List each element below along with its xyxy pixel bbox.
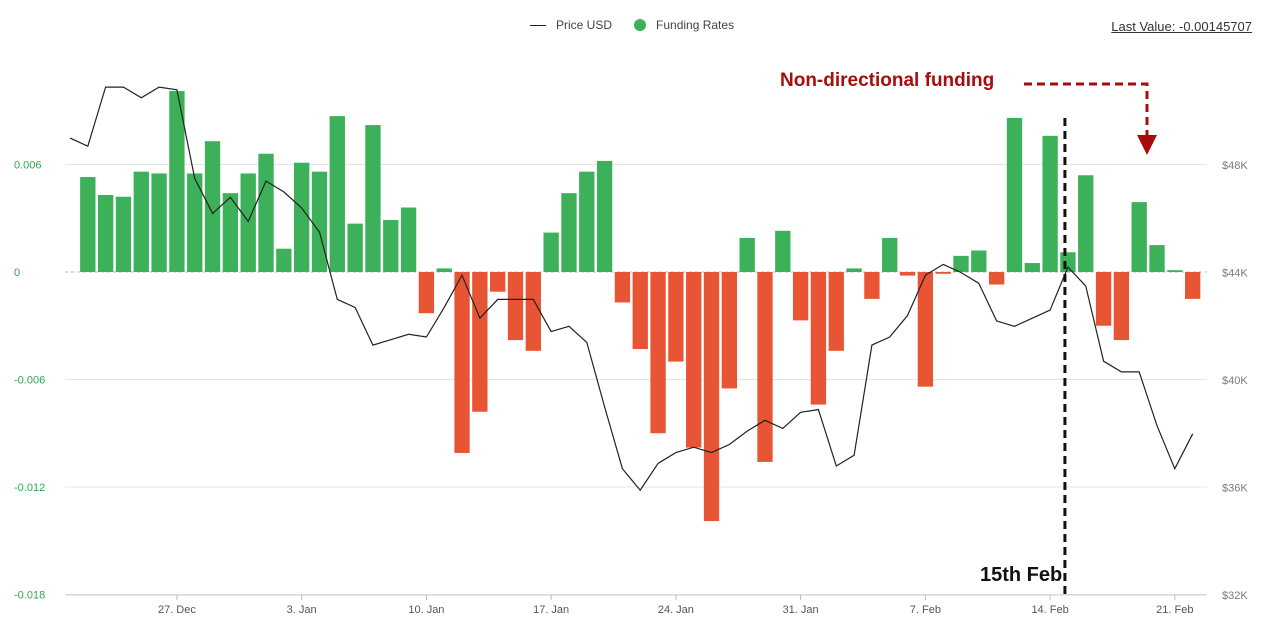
funding-bar (668, 272, 684, 362)
funding-bar (1113, 272, 1130, 341)
funding-dot-swatch (634, 19, 647, 31)
funding-bar (775, 230, 791, 272)
arrow-shaft (1024, 82, 1149, 138)
non-directional-arrow (1024, 82, 1157, 155)
x-tick-label: 27. Dec (158, 604, 196, 616)
funding-bar (1185, 272, 1201, 299)
funding-bar (525, 272, 541, 351)
x-tick-label: 17. Jan (533, 604, 569, 616)
funding-bar (792, 272, 809, 321)
y-tick-label-left: 0 (14, 267, 20, 279)
funding-bar (258, 153, 274, 272)
funding-bar (1095, 272, 1112, 326)
funding-bar (650, 272, 666, 434)
funding-bar (294, 162, 310, 272)
funding-bar (596, 160, 613, 272)
x-tick-label: 21. Feb (1156, 604, 1193, 616)
legend-price-label: Price USD (556, 18, 613, 32)
funding-bar (151, 173, 167, 272)
funding-bar (80, 177, 96, 272)
funding-bar (721, 272, 737, 389)
funding-bar (365, 125, 381, 272)
x-tick-label: 14. Feb (1031, 604, 1068, 616)
y-tick-label-left: -0.012 (14, 482, 45, 494)
funding-bar (133, 171, 149, 272)
funding-bar (882, 237, 898, 272)
funding-bar (400, 207, 417, 272)
funding-bar (1149, 245, 1165, 272)
x-tick-label: 10. Jan (408, 604, 444, 616)
y-tick-label-right: $36K (1222, 483, 1248, 495)
funding-bar (169, 91, 185, 273)
funding-bar (1060, 252, 1076, 272)
legend-item-funding[interactable]: Funding Rates (634, 18, 734, 32)
funding-bar (418, 272, 435, 314)
x-tick-label: 24. Jan (658, 604, 694, 616)
funding-bar (329, 116, 345, 272)
funding-bar (757, 272, 773, 462)
funding-bar (507, 272, 524, 341)
funding-bar (988, 272, 1005, 285)
price-line-swatch (530, 24, 546, 26)
funding-bar (703, 272, 720, 522)
funding-bar (311, 171, 328, 272)
arrow-head (1137, 135, 1157, 155)
price-line (69, 86, 1194, 492)
funding-bar (1006, 117, 1023, 273)
funding-bar (632, 272, 648, 350)
funding-bar (686, 272, 702, 448)
funding-bar (899, 272, 916, 276)
legend-item-price[interactable]: Price USD (530, 18, 612, 32)
funding-bar (561, 193, 577, 272)
legend: Price USD Funding Rates (530, 18, 756, 32)
funding-bar (917, 272, 934, 387)
funding-bar (240, 173, 256, 272)
funding-bar (472, 272, 488, 412)
funding-bar (935, 272, 951, 274)
funding-bar (1167, 270, 1183, 272)
funding-bar (222, 193, 239, 272)
feb15-annotation: 15th Feb (980, 564, 1063, 586)
funding-bar (276, 248, 292, 272)
funding-bar (1024, 263, 1040, 272)
funding-bar (1042, 135, 1058, 272)
y-tick-label-left: -0.018 (14, 590, 45, 602)
funding-bar (846, 268, 862, 272)
funding-bar (383, 220, 399, 272)
y-tick-label-right: $32K (1222, 590, 1248, 602)
y-tick-label-left: 0.006 (14, 160, 42, 172)
funding-bar (739, 237, 755, 272)
y-tick-label-left: -0.006 (14, 375, 45, 387)
funding-bar (579, 171, 595, 272)
funding-bar (1131, 202, 1147, 272)
funding-bar (1078, 175, 1094, 272)
funding-bar (971, 250, 987, 272)
funding-bar (347, 223, 363, 272)
funding-bar (810, 272, 827, 405)
funding-bar (543, 232, 559, 272)
y-tick-label-right: $48K (1222, 160, 1248, 172)
x-tick-label: 3. Jan (287, 604, 317, 616)
x-tick-label: 7. Feb (910, 604, 941, 616)
funding-bar (490, 272, 506, 292)
funding-bar (614, 272, 631, 303)
y-tick-label-right: $40K (1222, 375, 1248, 387)
funding-bar (828, 272, 844, 351)
funding-bar (187, 173, 203, 272)
y-tick-label-right: $44K (1222, 268, 1248, 280)
non-directional-annotation: Non-directional funding (780, 70, 995, 91)
funding-bar (953, 255, 969, 272)
funding-bar (454, 272, 470, 453)
funding-bar (115, 196, 132, 272)
legend-funding-label: Funding Rates (656, 18, 735, 32)
last-value-link[interactable]: Last Value: -0.00145707 (1111, 19, 1252, 34)
funding-bar (204, 141, 221, 272)
funding-bar (97, 194, 114, 272)
funding-bar (436, 268, 452, 272)
funding-bar (864, 272, 880, 299)
x-tick-label: 31. Jan (783, 604, 819, 616)
